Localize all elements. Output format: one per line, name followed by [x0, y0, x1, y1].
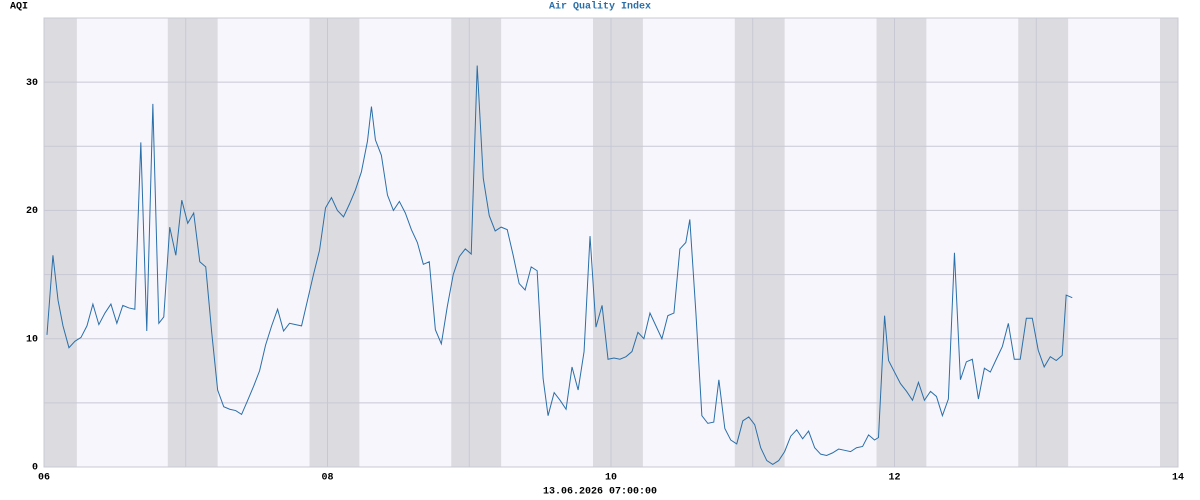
x-tick-label: 08	[321, 473, 333, 484]
y-tick-label: 10	[26, 334, 38, 345]
night-band	[1018, 18, 1069, 467]
chart-title: Air Quality Index	[549, 1, 651, 13]
x-axis-label: 13.06.2026 07:00:00	[543, 487, 657, 498]
x-tick-label: 10	[605, 473, 617, 484]
y-tick-label: 0	[32, 463, 38, 474]
night-band	[44, 18, 77, 467]
y-axis-label: AQI	[10, 2, 28, 13]
night-band	[167, 18, 218, 467]
x-tick-label: 12	[888, 473, 900, 484]
data-line	[46, 65, 1073, 466]
y-tick-label: 20	[26, 206, 38, 217]
night-band	[592, 18, 643, 467]
night-band	[1159, 18, 1178, 467]
y-tick-label: 30	[26, 78, 38, 89]
night-band	[309, 18, 360, 467]
night-band	[734, 18, 785, 467]
x-tick-label: 06	[38, 473, 50, 484]
plot-layer	[43, 17, 1179, 468]
night-band	[876, 18, 927, 467]
x-tick-label: 14	[1172, 473, 1184, 484]
plot-frame	[43, 17, 1179, 468]
